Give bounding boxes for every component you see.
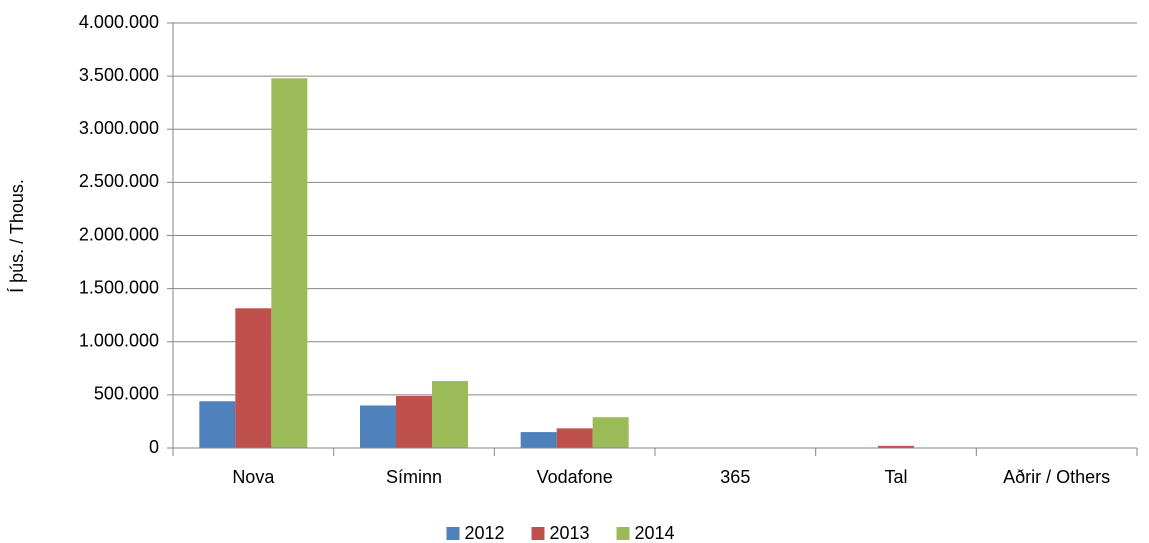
legend-label: 2014 (635, 523, 675, 543)
y-tick-label: 4.000.000 (79, 12, 159, 32)
x-tick-label: Aðrir / Others (1003, 467, 1110, 487)
x-tick-label: Síminn (386, 467, 442, 487)
y-tick-label: 3.000.000 (79, 118, 159, 138)
bar (360, 405, 396, 448)
x-tick-label: Vodafone (537, 467, 613, 487)
x-tick-label: Tal (884, 467, 907, 487)
y-tick-label: 2.500.000 (79, 171, 159, 191)
bar (396, 395, 432, 448)
x-tick-label: 365 (720, 467, 750, 487)
legend-swatch (531, 527, 545, 540)
x-tick-label: Nova (232, 467, 275, 487)
legend-label: 2013 (550, 523, 590, 543)
legend-label: 2012 (465, 523, 505, 543)
y-tick-label: 0 (149, 437, 159, 457)
legend-swatch (446, 527, 460, 540)
bar (878, 445, 914, 448)
bar (520, 432, 557, 448)
bar (432, 381, 468, 448)
y-tick-label: 500.000 (94, 384, 159, 404)
y-tick-label: 1.000.000 (79, 331, 159, 351)
bar (556, 428, 593, 448)
bar (271, 78, 308, 448)
y-tick-label: 1.500.000 (79, 277, 159, 297)
y-tick-label: 2.000.000 (79, 224, 159, 244)
bar (235, 308, 272, 448)
bar (592, 417, 629, 448)
y-axis-label: Í þús. / Thous. (7, 179, 27, 293)
bar (199, 401, 236, 448)
y-tick-label: 3.500.000 (79, 65, 159, 85)
legend-swatch (616, 527, 630, 540)
